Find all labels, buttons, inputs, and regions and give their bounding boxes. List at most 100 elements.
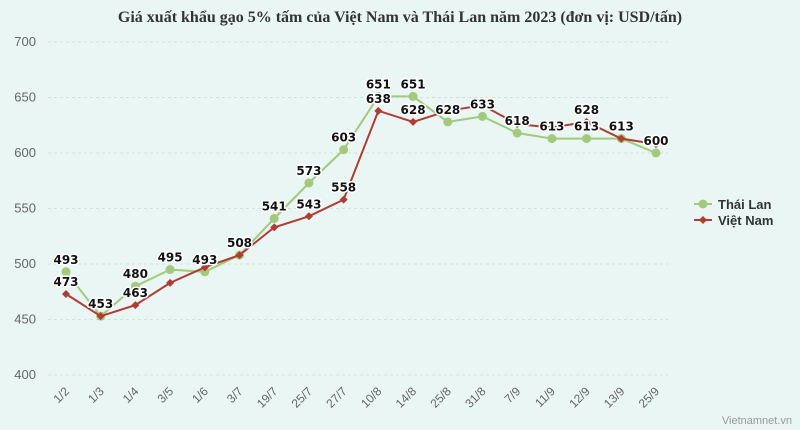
data-labels: 493 480 495 493 508 541 573 603 651 651 628 633 618 6… <box>52 76 670 313</box>
data-point-viet-nam[interactable] <box>443 106 452 115</box>
data-point-viet-nam[interactable] <box>374 106 383 115</box>
data-label-thai-lan: 618 <box>505 114 530 128</box>
data-point-viet-nam[interactable] <box>617 134 626 143</box>
series-line-thai-lan <box>65 95 657 318</box>
data-label-thai-lan: 508 <box>227 236 252 250</box>
y-tick-label: 700 <box>14 34 36 49</box>
x-tick-label: 13/9 <box>601 384 628 411</box>
series-viet-nam[interactable] <box>62 101 660 321</box>
y-tick-label: 400 <box>14 367 36 382</box>
x-tick-label: 7/9 <box>502 384 524 406</box>
data-point-thai-lan[interactable] <box>165 265 175 275</box>
data-point-viet-nam[interactable] <box>62 289 70 298</box>
data-point-thai-lan[interactable] <box>339 145 349 155</box>
data-point-thai-lan[interactable] <box>651 148 661 158</box>
x-tick-label: 11/9 <box>532 384 558 410</box>
data-label-viet-nam: 473 <box>53 275 78 289</box>
data-label-thai-lan: 493 <box>53 253 78 267</box>
data-point-thai-lan[interactable] <box>443 117 453 127</box>
data-point-viet-nam[interactable] <box>235 251 244 260</box>
data-point-thai-lan[interactable] <box>269 213 279 223</box>
x-tick-label: 25/9 <box>636 384 663 411</box>
data-point-viet-nam[interactable] <box>478 101 487 110</box>
x-tick-label: 10/8 <box>358 384 385 411</box>
data-point-thai-lan[interactable] <box>304 178 314 188</box>
legend-label: Thái Lan <box>718 197 772 212</box>
legend-item-thai-lan[interactable]: Thái Lan <box>694 197 772 212</box>
data-label-viet-nam: 638 <box>366 92 391 106</box>
data-point-thai-lan[interactable] <box>373 91 383 101</box>
series-lines <box>61 91 661 321</box>
data-point-viet-nam[interactable] <box>339 195 348 204</box>
x-tick-label: 1/6 <box>189 384 211 406</box>
x-tick-label: 1/4 <box>120 384 142 406</box>
data-point-thai-lan[interactable] <box>547 134 557 144</box>
data-point-viet-nam[interactable] <box>547 123 556 132</box>
data-point-thai-lan[interactable] <box>130 281 140 291</box>
x-tick-label: 27/7 <box>323 384 350 411</box>
data-point-viet-nam[interactable] <box>513 120 522 129</box>
x-tick-label: 14/8 <box>393 384 420 411</box>
data-label-viet-nam: 543 <box>296 197 321 211</box>
x-tick-label: 3/5 <box>155 384 177 406</box>
data-label-thai-lan: 495 <box>158 251 183 265</box>
data-point-thai-lan[interactable] <box>61 267 71 277</box>
data-point-thai-lan[interactable] <box>512 128 522 138</box>
x-tick-label: 12/9 <box>566 384 593 411</box>
x-tick-label: 19/7 <box>254 384 281 411</box>
data-point-viet-nam[interactable] <box>166 278 175 287</box>
gridlines <box>48 41 668 376</box>
data-label-viet-nam: 628 <box>574 103 599 117</box>
data-point-viet-nam[interactable] <box>131 301 140 310</box>
data-label-thai-lan: 628 <box>435 103 460 117</box>
data-label-thai-lan: 651 <box>401 77 426 91</box>
data-point-viet-nam[interactable] <box>409 117 418 126</box>
data-label-thai-lan: 651 <box>366 77 391 91</box>
x-axis: 1/2 1/3 1/4 3/5 1/6 3/7 19/7 25/7 27/7 10/8 14/8 25… <box>50 384 662 411</box>
data-point-viet-nam[interactable] <box>270 223 279 232</box>
data-label-thai-lan: 603 <box>331 131 356 145</box>
legend-label: Việt Nam <box>718 213 773 228</box>
data-point-thai-lan[interactable] <box>477 111 487 121</box>
y-axis: 400 450 500 550 600 650 700 <box>14 34 36 382</box>
data-label-thai-lan: 613 <box>574 120 599 134</box>
legend-marker <box>698 199 708 209</box>
data-label-thai-lan: 493 <box>192 253 217 267</box>
data-label-viet-nam: 453 <box>88 297 113 311</box>
data-label-viet-nam: 463 <box>123 286 148 300</box>
data-label-viet-nam: 558 <box>331 181 356 195</box>
series-line-viet-nam <box>65 104 657 318</box>
y-tick-label: 600 <box>14 145 36 160</box>
data-label-viet-nam: 628 <box>401 103 426 117</box>
data-label-thai-lan: 573 <box>296 164 321 178</box>
legend-marker <box>699 216 707 224</box>
data-label-thai-lan: 613 <box>609 120 634 134</box>
x-tick-label: 3/7 <box>224 384 246 406</box>
data-point-thai-lan[interactable] <box>200 267 210 277</box>
x-tick-label: 31/8 <box>462 384 489 411</box>
data-point-thai-lan[interactable] <box>582 134 592 144</box>
y-tick-label: 550 <box>14 201 36 216</box>
y-tick-label: 500 <box>14 256 36 271</box>
data-label-thai-lan: 480 <box>123 267 148 281</box>
legend-item-viet-nam[interactable]: Việt Nam <box>694 213 773 228</box>
data-label-thai-lan: 633 <box>470 97 495 111</box>
x-tick-label: 25/8 <box>427 384 454 411</box>
data-point-thai-lan[interactable] <box>408 91 418 101</box>
y-tick-label: 450 <box>14 312 36 327</box>
y-tick-label: 650 <box>14 90 36 105</box>
data-point-viet-nam[interactable] <box>96 312 105 321</box>
credit-text: Vietnamnet.vn <box>722 415 792 427</box>
x-tick-label: 25/7 <box>289 384 316 411</box>
data-point-viet-nam[interactable] <box>200 263 209 272</box>
data-point-viet-nam[interactable] <box>304 212 313 221</box>
data-label-thai-lan: 613 <box>539 120 564 134</box>
chart-title: Giá xuất khẩu gạo 5% tấm của Việt Nam và… <box>118 9 682 26</box>
data-point-viet-nam[interactable] <box>652 140 660 149</box>
x-tick-label: 1/2 <box>50 384 72 406</box>
data-label-thai-lan: 600 <box>643 134 668 148</box>
series-thai-lan[interactable] <box>61 91 661 321</box>
data-point-viet-nam[interactable] <box>582 117 591 126</box>
